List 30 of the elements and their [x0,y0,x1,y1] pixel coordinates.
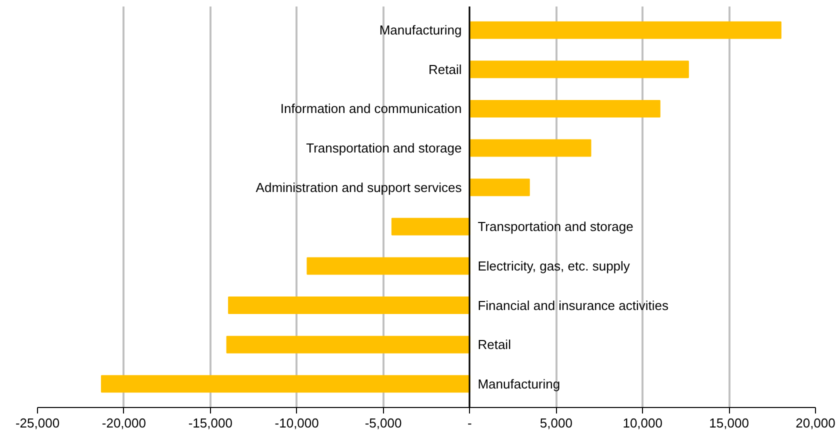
y-tick-label: Transportation and storage [478,219,634,234]
bar [469,21,782,39]
x-tick-label: -25,000 [15,416,60,430]
bar [306,257,470,275]
y-tick-label: Manufacturing [478,376,560,392]
x-tick-label: -20,000 [102,416,146,430]
x-tick-label: 5,000 [540,416,572,430]
x-tick-label: - [468,416,472,430]
y-tick-label: Information and communication [280,101,462,116]
x-tick-label: 20,000 [796,416,836,430]
bar [469,60,689,78]
bar [226,336,470,354]
y-tick-label: Retail [478,337,512,352]
x-tick-label: -5,000 [364,416,402,430]
x-tick-label: -10,000 [274,416,319,430]
bar [469,178,530,196]
y-tick-label: Transportation and storage [306,140,462,156]
bar [100,375,470,393]
y-tick-label: Manufacturing [379,22,462,38]
bar [228,296,470,314]
bar [469,100,660,118]
y-tick-label: Administration and support services [256,180,462,195]
y-tick-label: Financial and insurance activities [478,298,669,313]
x-tick-label: 10,000 [622,416,662,430]
bar [391,218,470,236]
x-tick-label: 15,000 [709,416,749,430]
x-tick-label: -15,000 [188,416,232,430]
bar [469,139,592,157]
y-tick-label: Retail [428,62,462,77]
y-tick-label: Electricity, gas, etc. supply [478,258,630,274]
